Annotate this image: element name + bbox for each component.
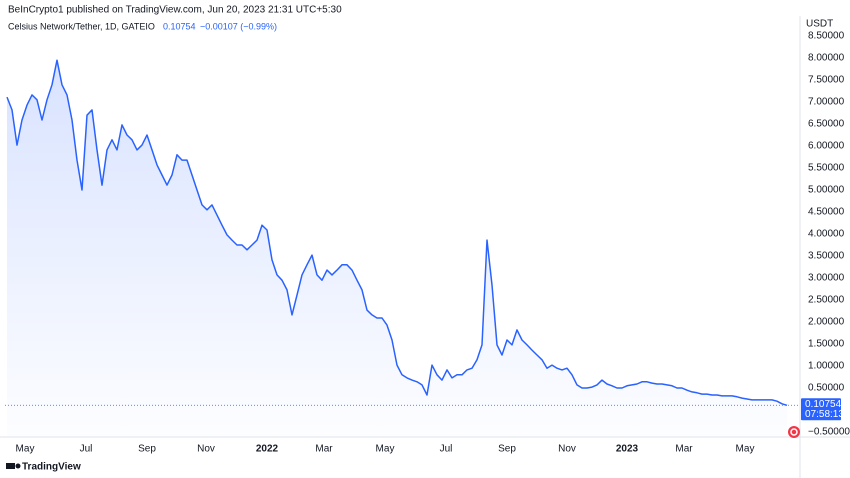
y-tick-label: 7.00000: [808, 97, 845, 108]
last-value: 0.10754: [163, 21, 196, 31]
countdown: 07:58:13: [805, 409, 844, 420]
y-tick-label: 1.50000: [808, 339, 845, 350]
x-tick-label: 2022: [256, 444, 279, 455]
x-tick-label: May: [376, 444, 395, 455]
y-tick-label: 6.00000: [808, 141, 845, 152]
x-tick-label: Nov: [558, 444, 576, 455]
y-tick-label: −0.50000: [808, 427, 850, 438]
y-tick-label: 8.50000: [808, 31, 845, 42]
logo: [6, 426, 800, 469]
y-tick-label: 3.00000: [808, 273, 845, 284]
x-tick-label: Nov: [197, 444, 215, 455]
x-tick-label: Jul: [440, 444, 453, 455]
y-tick-label: 7.50000: [808, 75, 845, 86]
publisher: BeInCrypto1 published on TradingView.com…: [8, 5, 342, 16]
x-tick-label: Jul: [80, 444, 93, 455]
y-tick-label: 4.50000: [808, 207, 845, 218]
y-tick-label: 8.00000: [808, 53, 845, 64]
x-tick-label: May: [736, 444, 755, 455]
y-tick-label: 2.00000: [808, 317, 845, 328]
y-tick-label: 1.00000: [808, 361, 845, 372]
last-price-box: [801, 398, 841, 421]
y-tick-label: 0.50000: [808, 383, 845, 394]
last-price-label: 0.10754: [805, 399, 842, 410]
x-tick-label: Sep: [498, 444, 516, 455]
chart-title: Celsius Network/Tether, 1D, GATEIO: [8, 21, 155, 31]
brand: TradingView: [22, 462, 81, 473]
y-tick-label: 3.50000: [808, 251, 845, 262]
y-unit: USDT: [806, 19, 833, 30]
x-tick-label: 2023: [616, 444, 639, 455]
y-tick-label: 5.50000: [808, 163, 845, 174]
x-tick-label: May: [16, 444, 35, 455]
area: [7, 60, 787, 437]
y-tick-label: 6.50000: [808, 119, 845, 130]
line: [6, 59, 788, 407]
x-tick-label: Sep: [138, 444, 156, 455]
y-tick-label: 2.50000: [808, 295, 845, 306]
change: −0.00107 (−0.99%): [200, 21, 277, 31]
x-tick-label: Mar: [675, 444, 693, 455]
x-tick-label: Mar: [315, 444, 333, 455]
y-tick-label: 5.00000: [808, 185, 845, 196]
y-tick-label: 4.00000: [808, 229, 845, 240]
